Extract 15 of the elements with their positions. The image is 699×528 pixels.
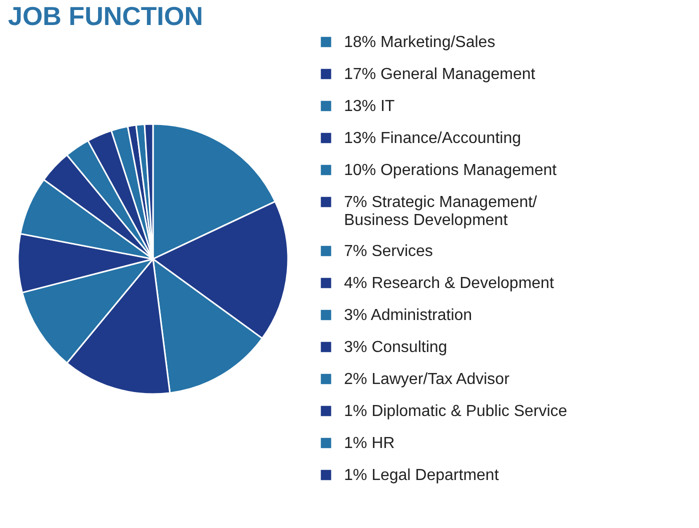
legend-label: 7% Strategic Management/ Business Development [344,194,538,229]
legend-label: 1% Legal Department [344,467,500,484]
legend-label: 3% Administration [344,307,472,324]
legend-label: 1% Diplomatic & Public Service [344,403,568,420]
legend-label: 3% Consulting [344,339,448,356]
chart-title: JOB FUNCTION [8,1,203,31]
legend-label: 18% Marketing/Sales [344,34,496,51]
legend-label: 7% Services [344,243,433,260]
legend-label: 4% Research & Development [344,275,554,292]
legend-label: 13% IT [344,98,395,115]
legend-label: 13% Finance/Accounting [344,130,521,147]
legend-label: 10% Operations Management [344,162,558,179]
legend-label: 17% General Management [344,66,536,83]
legend-label: 2% Lawyer/Tax Advisor [344,371,510,388]
legend-label: 1% HR [344,435,395,452]
